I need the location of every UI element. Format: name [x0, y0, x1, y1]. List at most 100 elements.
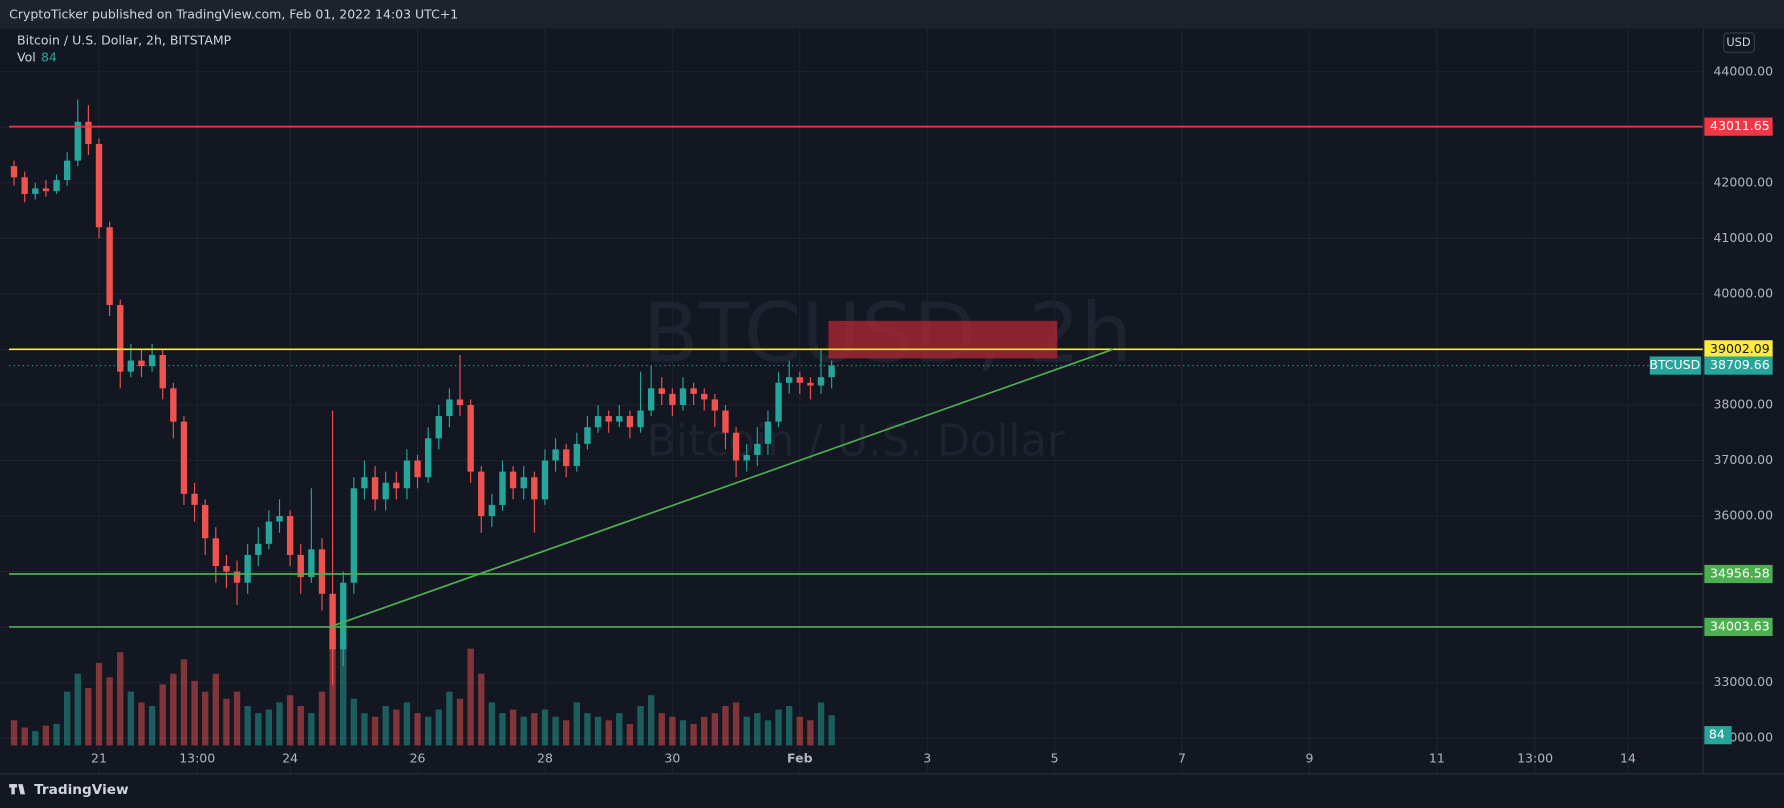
candle-body — [393, 482, 400, 489]
volume-bar — [371, 716, 379, 746]
candle-body — [32, 188, 39, 194]
candle-body — [233, 571, 241, 583]
volume-legend-value: 84 — [41, 50, 57, 65]
volume-bar — [95, 662, 103, 746]
candle-body — [616, 416, 623, 422]
candle-body — [63, 160, 71, 181]
brand: TradingView — [34, 782, 129, 798]
candle-body — [361, 477, 368, 489]
volume-bar — [403, 702, 411, 746]
volume-bar — [647, 695, 655, 746]
x-tick-label: 7 — [1178, 751, 1186, 766]
candle-body — [488, 504, 496, 517]
volume-bar — [637, 705, 644, 746]
volume-bar — [286, 695, 294, 746]
candle-body — [424, 438, 432, 478]
volume-bar — [265, 709, 273, 746]
candle-body — [212, 538, 219, 567]
volume-bar — [138, 702, 145, 746]
currency[interactable]: USD — [1726, 35, 1751, 49]
volume-bar — [499, 713, 506, 746]
volume-bar — [117, 652, 124, 746]
candle-body — [435, 416, 442, 439]
candle-body — [647, 388, 655, 411]
x-tick-label: 26 — [410, 751, 426, 766]
volume-bar — [276, 702, 283, 746]
volume-bar — [658, 713, 665, 746]
y-tick-label: 42000.00 — [1713, 174, 1773, 189]
candle-body — [531, 477, 538, 500]
y-tick-label: 38000.00 — [1713, 396, 1773, 411]
candle-body — [552, 449, 559, 461]
candle-body — [53, 180, 60, 192]
volume-bar — [424, 716, 432, 746]
volume-bar — [340, 645, 347, 746]
candle-body — [340, 582, 347, 650]
volume-bar — [10, 720, 18, 746]
x-tick-label: 9 — [1305, 751, 1313, 766]
y-tick-label: 41000.00 — [1713, 230, 1773, 245]
candle-body — [509, 471, 517, 489]
candle-body — [265, 521, 273, 544]
volume-bar — [764, 720, 772, 746]
candle-body — [605, 416, 612, 422]
candle-body — [21, 177, 28, 194]
candle-body — [594, 416, 602, 428]
candle-body — [478, 471, 485, 517]
volume-bar — [318, 691, 326, 746]
level-label-box — [1704, 617, 1773, 637]
candle-body — [350, 488, 358, 583]
level-label: 39002.09 — [1710, 341, 1770, 356]
candle-body — [74, 121, 81, 161]
volume-bar — [573, 702, 581, 746]
level-label: 34956.58 — [1710, 565, 1770, 580]
currency-box[interactable] — [1723, 32, 1755, 53]
candle-body — [764, 421, 772, 444]
volume-bar — [796, 716, 803, 746]
volume-bar — [732, 702, 740, 746]
volume-bar — [42, 725, 50, 746]
candle-body — [701, 393, 708, 400]
volume-bar — [85, 688, 92, 746]
candle-body — [276, 516, 283, 522]
volume-bar — [244, 705, 251, 746]
volume-bar — [223, 698, 230, 746]
volume-bar — [754, 713, 761, 746]
candle-body — [201, 504, 209, 539]
volume-bar — [467, 648, 474, 746]
volume-bar — [361, 713, 368, 746]
candle-body — [329, 593, 336, 650]
volume-bar — [170, 673, 177, 746]
candle-body — [679, 388, 687, 405]
candle-body — [148, 354, 156, 367]
candle-body — [223, 566, 230, 572]
volume-bar — [446, 691, 453, 746]
volume-bar — [828, 715, 835, 746]
x-tick-label: Feb — [787, 751, 813, 766]
volume-bar — [456, 698, 464, 746]
candle-body — [318, 549, 326, 594]
candle-body — [499, 471, 506, 505]
volume-bar — [393, 709, 400, 746]
candle-body — [658, 388, 665, 394]
volume-bar — [32, 731, 39, 746]
x-tick-label: 3 — [923, 751, 931, 766]
candle-body — [42, 188, 50, 192]
symbol-label: BTCUSD — [1649, 357, 1700, 372]
candle-body — [138, 360, 145, 367]
candle-body — [117, 305, 124, 372]
x-tick-label: 13:00 — [179, 751, 215, 766]
x-tick-label: 21 — [91, 751, 107, 766]
candle-body — [637, 410, 644, 428]
candle-body — [775, 382, 782, 422]
volume-bar — [382, 705, 389, 746]
candle-body — [584, 427, 591, 444]
y-tick-label: 33000.00 — [1713, 674, 1773, 689]
volume-bar — [785, 705, 793, 746]
candle-body — [180, 421, 188, 494]
candle-body — [106, 227, 113, 306]
volume-badge — [1704, 726, 1732, 745]
candle-body — [467, 404, 474, 472]
volume-bar — [563, 720, 570, 746]
